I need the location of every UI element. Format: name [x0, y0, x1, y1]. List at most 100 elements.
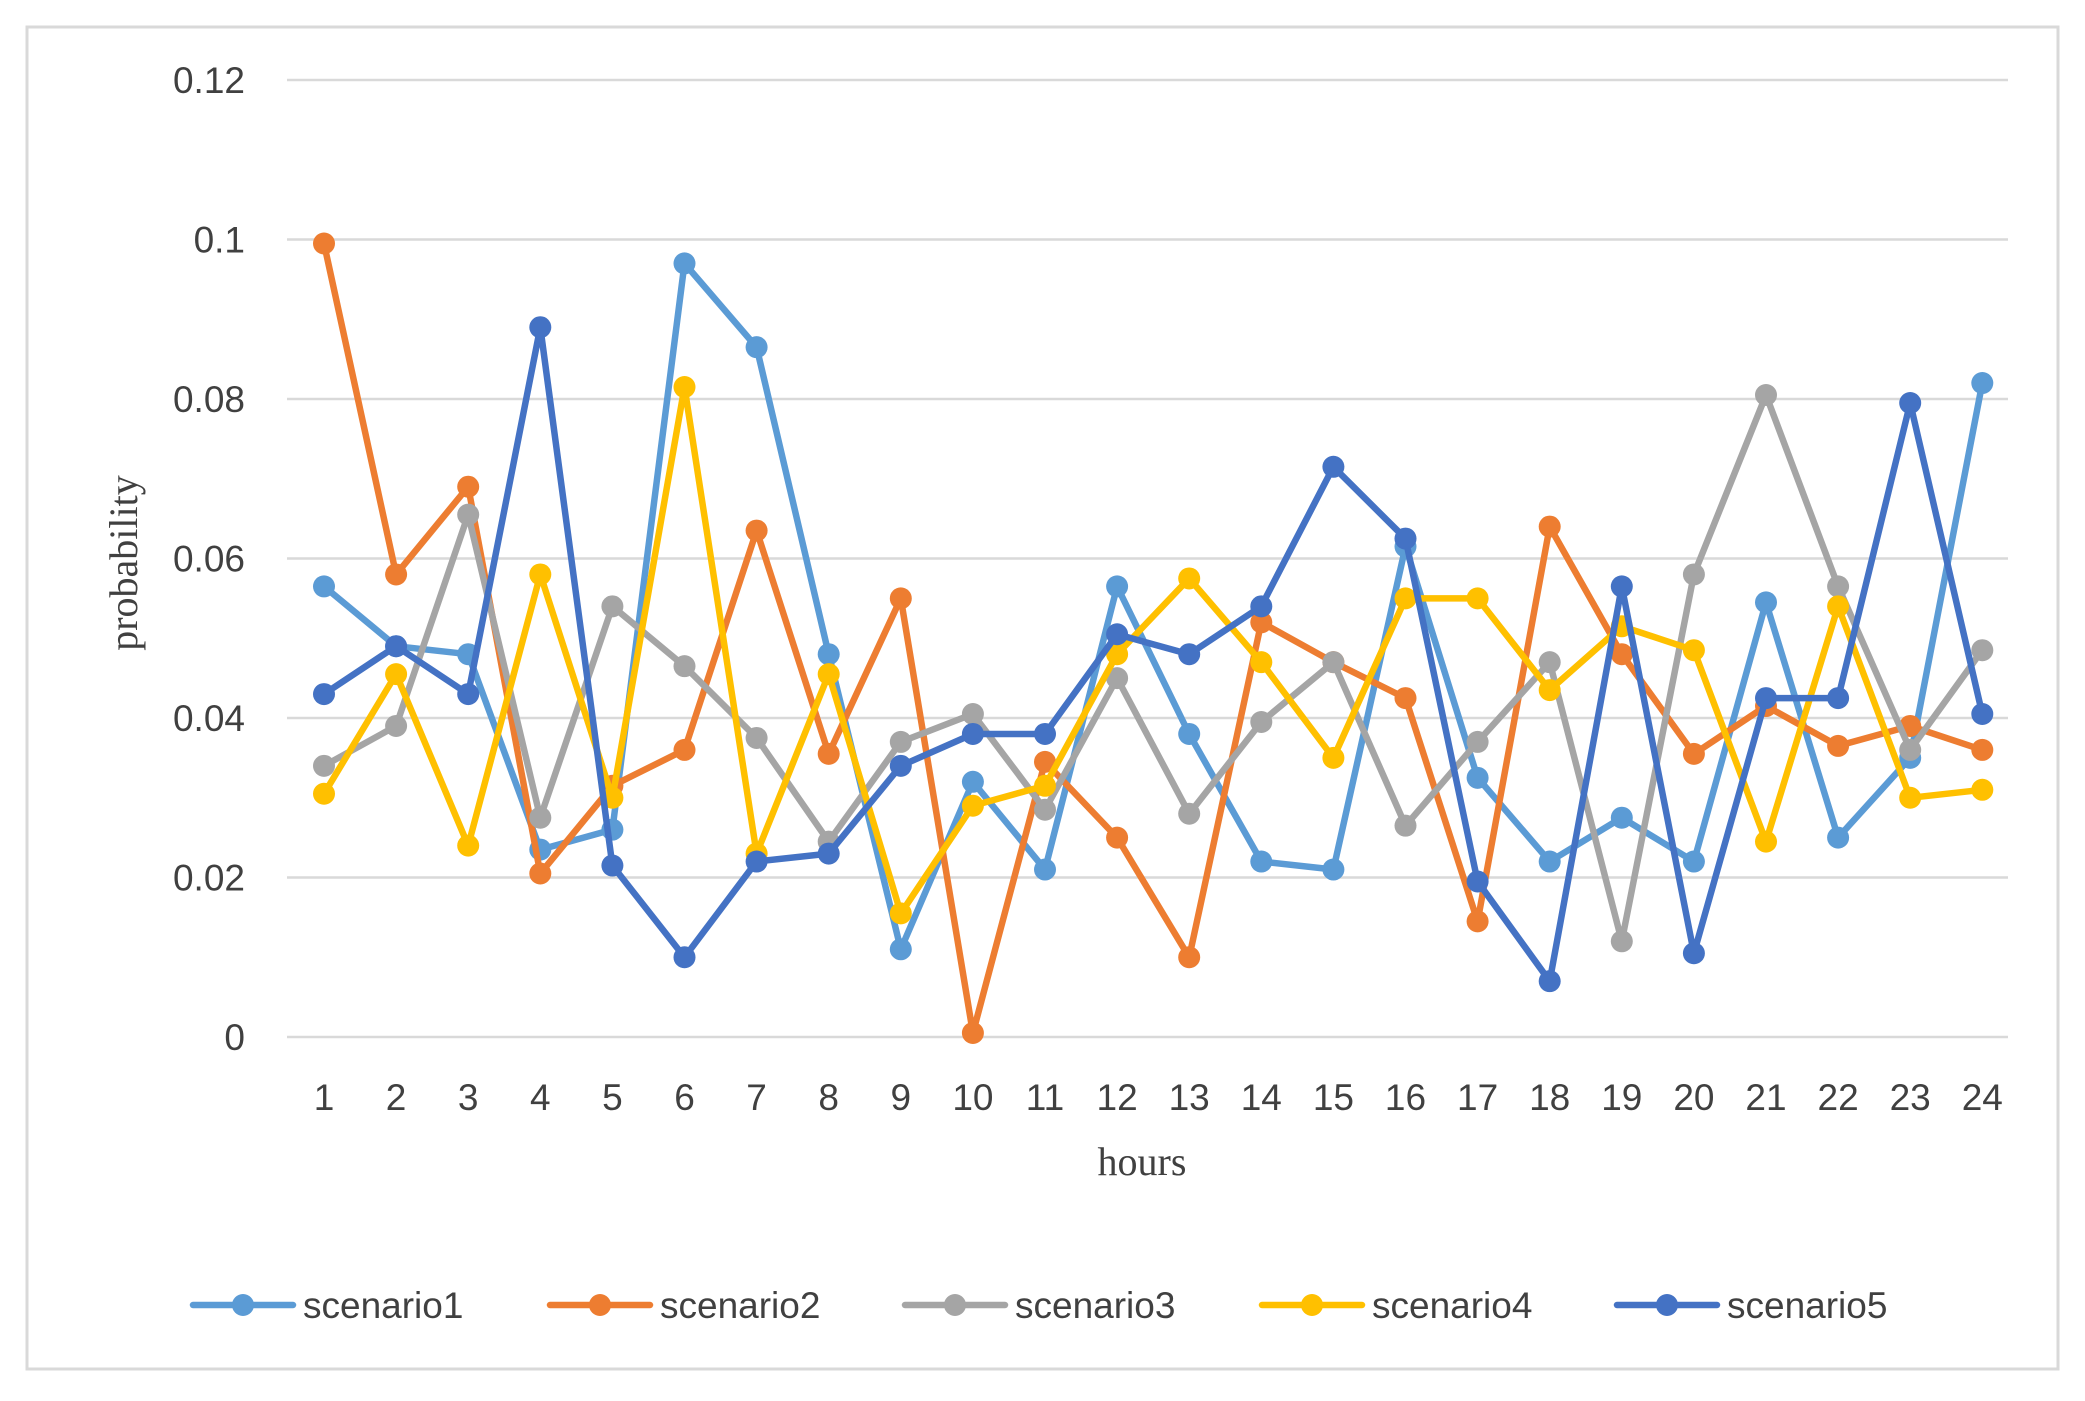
- x-tick-label: 16: [1385, 1077, 1426, 1118]
- x-tick-label: 10: [952, 1077, 993, 1118]
- legend-swatch-marker: [232, 1294, 254, 1316]
- data-point: [673, 946, 696, 969]
- x-tick-label: 23: [1890, 1077, 1931, 1118]
- data-point: [1971, 738, 1994, 761]
- x-tick-label: 15: [1313, 1077, 1354, 1118]
- data-point: [817, 643, 840, 666]
- data-point: [457, 475, 480, 498]
- data-point: [817, 842, 840, 865]
- x-tick-label: 8: [818, 1077, 839, 1118]
- x-tick-label: 22: [1818, 1077, 1859, 1118]
- data-point: [385, 563, 408, 586]
- data-point: [1106, 643, 1129, 666]
- data-point: [1827, 575, 1850, 598]
- data-point: [1899, 391, 1922, 414]
- data-point: [745, 850, 768, 873]
- x-tick-label: 7: [746, 1077, 767, 1118]
- legend-item-scenario5: scenario5: [1613, 1285, 1887, 1326]
- y-tick-label: 0: [224, 1017, 245, 1058]
- data-point: [745, 519, 768, 542]
- series-group: [313, 232, 1994, 1045]
- data-point: [529, 862, 552, 885]
- data-point: [1610, 806, 1633, 829]
- x-tick-label: 12: [1097, 1077, 1138, 1118]
- data-point: [961, 1022, 984, 1045]
- data-point: [817, 742, 840, 765]
- x-tick-label: 17: [1457, 1077, 1498, 1118]
- x-tick-label: 5: [602, 1077, 623, 1118]
- x-tick-label: 20: [1673, 1077, 1714, 1118]
- y-tick-label: 0.04: [173, 698, 245, 739]
- data-point: [1322, 858, 1345, 881]
- data-point: [1250, 651, 1273, 674]
- data-point: [889, 730, 912, 753]
- data-point: [1538, 970, 1561, 993]
- legend-label: scenario1: [303, 1285, 463, 1326]
- data-point: [1682, 742, 1705, 765]
- data-point: [1394, 587, 1417, 610]
- data-point: [745, 336, 768, 359]
- x-tick-label: 24: [1962, 1077, 2003, 1118]
- legend-label: scenario2: [660, 1285, 820, 1326]
- data-point: [1827, 826, 1850, 849]
- data-point: [313, 782, 335, 805]
- data-point: [1178, 946, 1201, 969]
- data-point: [1610, 930, 1633, 953]
- data-point: [961, 794, 984, 817]
- legend-item-scenario1: scenario1: [189, 1285, 463, 1326]
- data-point: [1322, 455, 1345, 478]
- data-point: [1034, 750, 1056, 773]
- data-point: [1178, 567, 1201, 590]
- data-point: [961, 703, 984, 726]
- data-point: [673, 252, 696, 275]
- x-tick-label: 13: [1169, 1077, 1210, 1118]
- gridlines: [287, 78, 2008, 1039]
- data-point: [1466, 870, 1489, 893]
- x-axis-title: hours: [1098, 1139, 1187, 1184]
- data-point: [1034, 798, 1056, 821]
- data-point: [529, 316, 552, 339]
- data-point: [1755, 830, 1777, 853]
- x-tick-label: 14: [1241, 1077, 1282, 1118]
- data-point: [1250, 710, 1273, 733]
- data-point: [817, 663, 840, 686]
- data-point: [1971, 639, 1994, 662]
- data-point: [1250, 850, 1273, 873]
- data-point: [601, 854, 624, 877]
- x-tick-label: 9: [891, 1077, 912, 1118]
- data-point: [1755, 687, 1777, 710]
- data-point: [1466, 730, 1489, 753]
- data-point: [1971, 372, 1994, 395]
- data-point: [1178, 802, 1201, 825]
- data-point: [889, 587, 912, 610]
- data-point: [1394, 527, 1417, 550]
- data-point: [889, 754, 912, 777]
- y-tick-label: 0.06: [173, 539, 245, 580]
- data-point: [313, 683, 335, 706]
- series-line: [320, 240, 1986, 1037]
- data-point: [961, 770, 984, 793]
- data-point: [1322, 651, 1345, 674]
- series-scenario5: [313, 316, 1994, 993]
- x-tick-label: 11: [1026, 1077, 1064, 1118]
- y-tick-label: 0.12: [173, 60, 245, 101]
- data-point: [961, 722, 984, 745]
- x-tick-label: 4: [530, 1077, 551, 1118]
- data-point: [1322, 746, 1345, 769]
- legend: scenario1 scenario2 scenario3 scenario4 scen…: [189, 1285, 1887, 1326]
- legend-swatch-marker: [589, 1294, 611, 1316]
- data-point: [1538, 850, 1561, 873]
- legend-swatch-marker: [1301, 1294, 1323, 1316]
- data-point: [1034, 858, 1056, 881]
- data-point: [385, 635, 408, 658]
- x-tick-label: 21: [1745, 1077, 1786, 1118]
- series-line: [320, 260, 1986, 953]
- legend-swatch-marker: [1656, 1294, 1678, 1316]
- data-point: [601, 595, 624, 618]
- series-scenario3: [313, 384, 1994, 953]
- data-point: [1466, 587, 1489, 610]
- data-point: [1106, 575, 1129, 598]
- legend-label: scenario4: [1372, 1285, 1532, 1326]
- y-axis-ticks: 0 0.02 0.04 0.06 0.08 0.1 0.12: [173, 60, 245, 1058]
